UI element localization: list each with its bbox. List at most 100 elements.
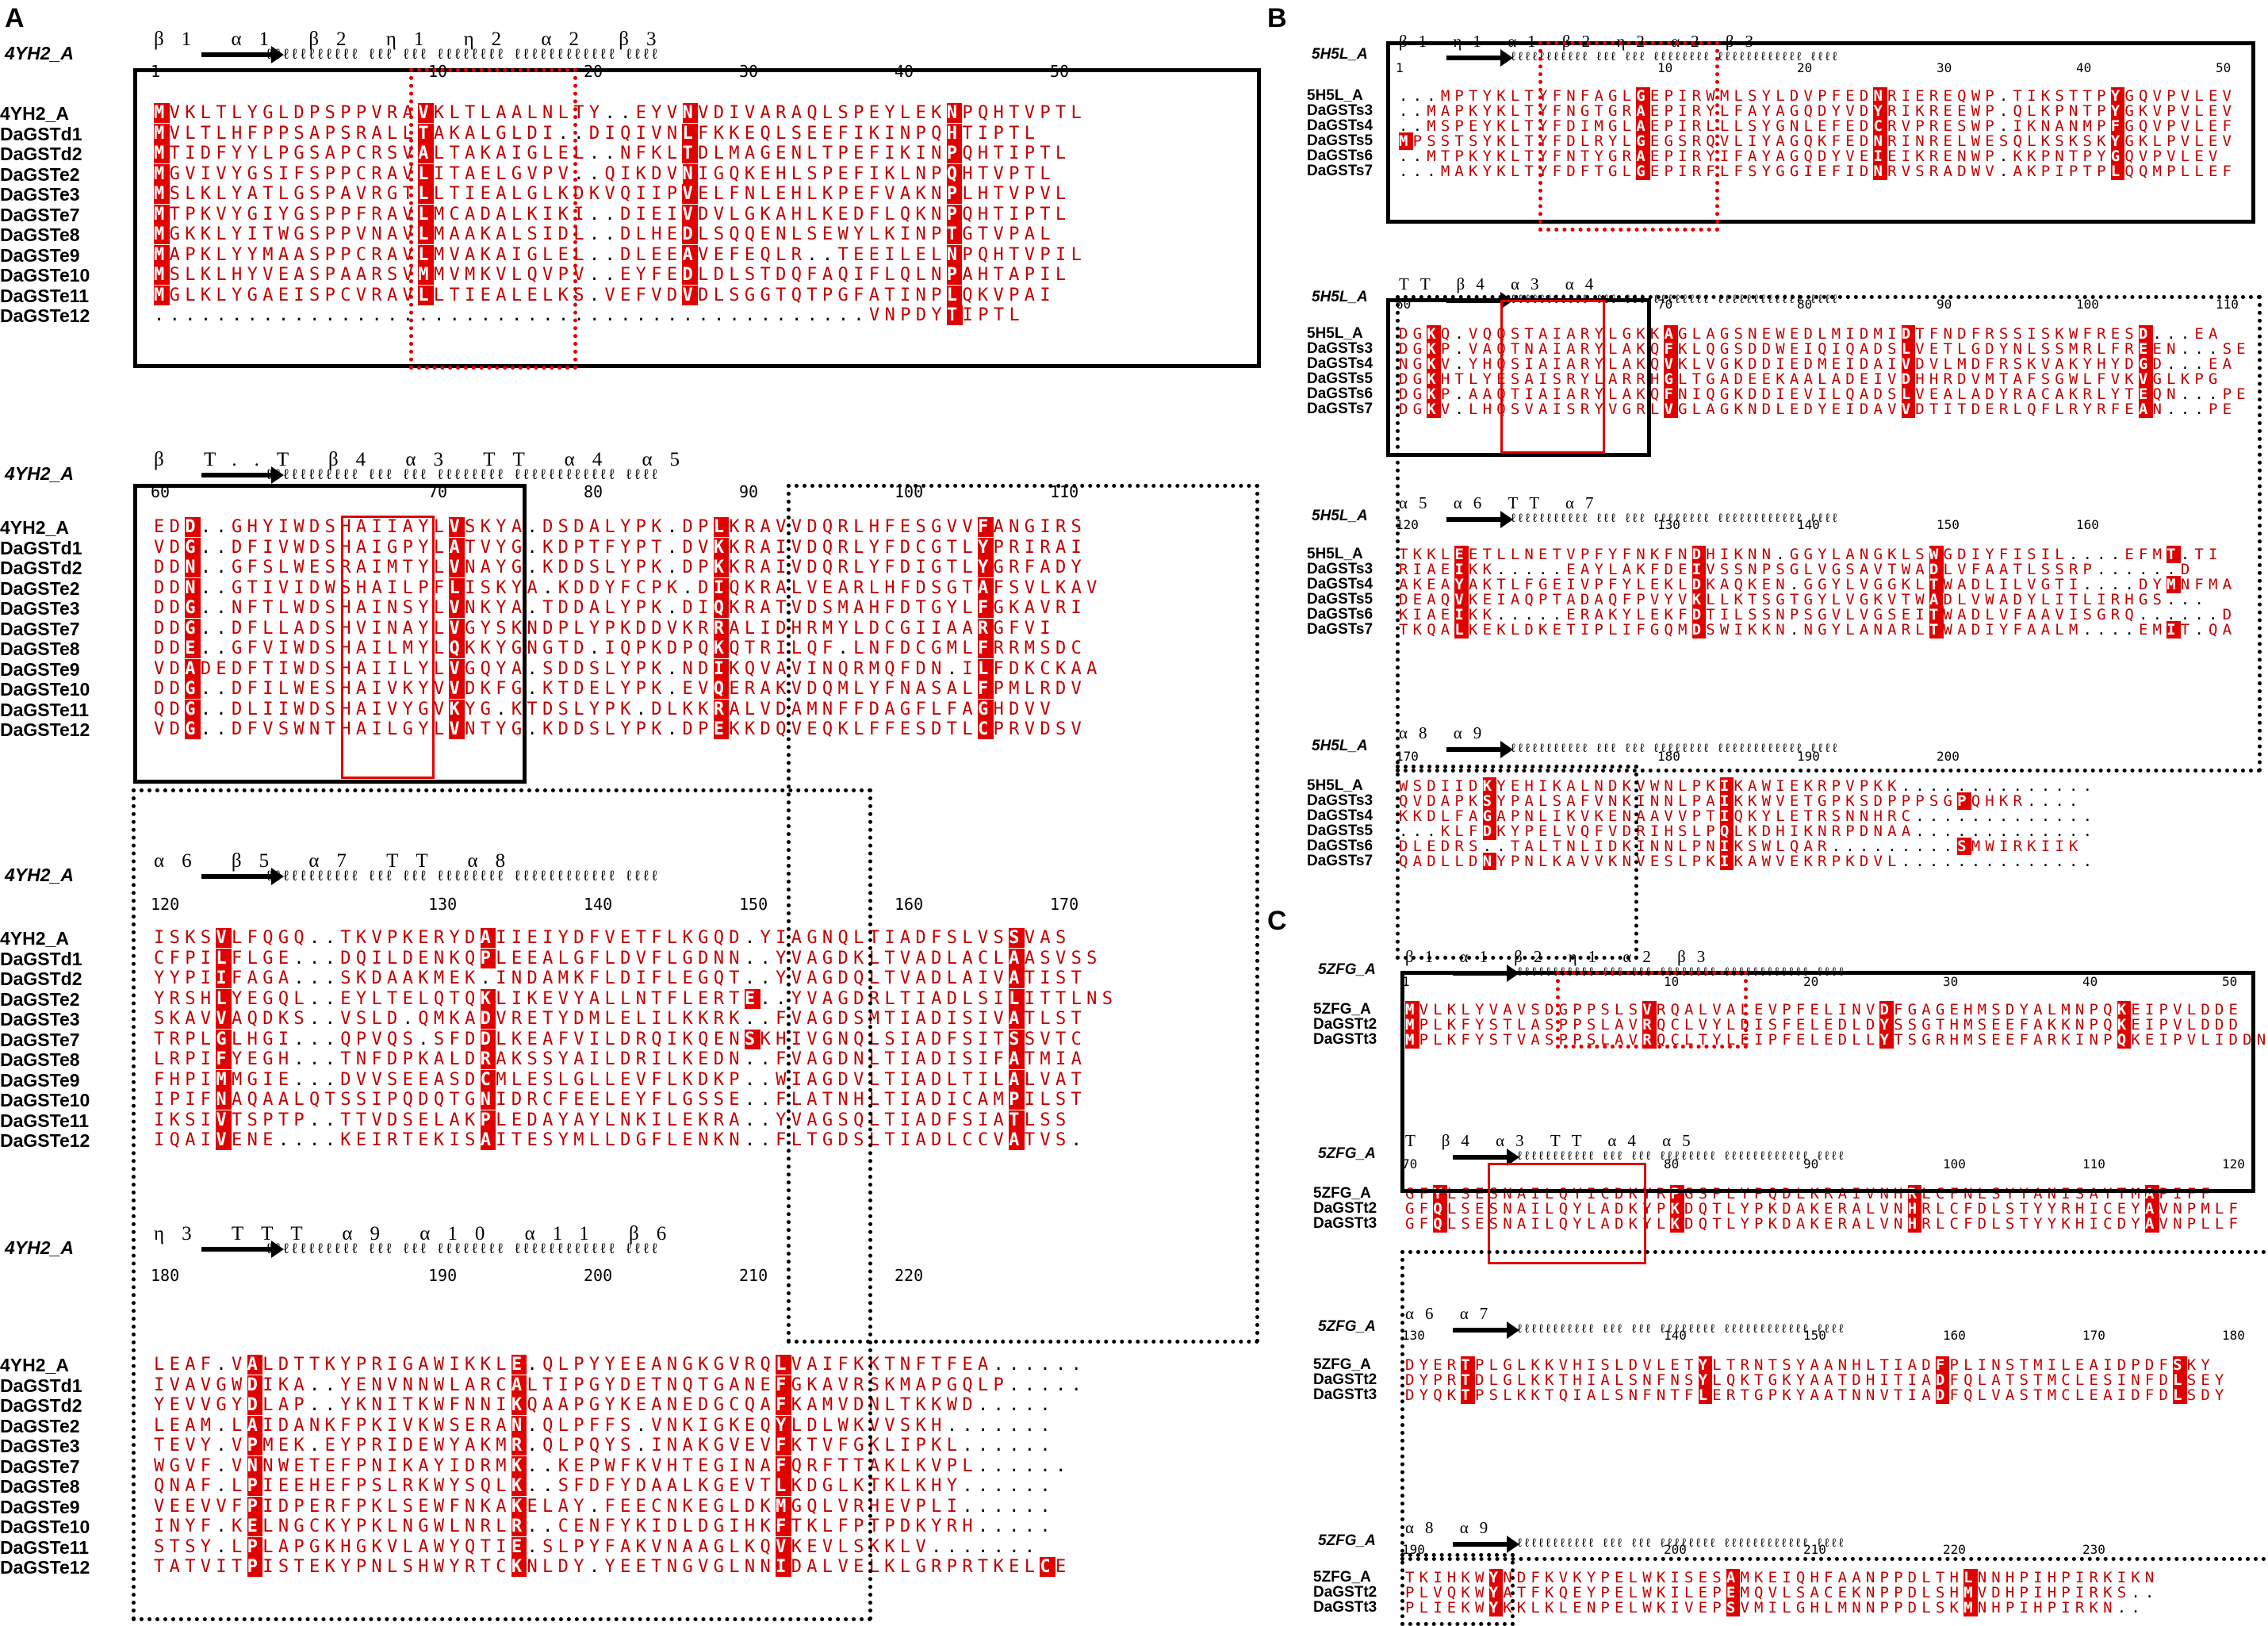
secondary-structure-labels: α6 β5 α7 TT α8 [154,850,523,872]
aligned-sequence: MPLKFYSTVASPPSLAVRQCLTYLEIPFELEDLLYTSGRH… [1405,1031,2268,1049]
alpha1-highlight-box [1556,971,1748,1049]
position-number: 200 [1937,749,1960,764]
sequence-name: DaGSTs6 [1307,838,1373,854]
sequence-name: 5H5L_A [1307,87,1363,104]
aligned-sequence: MVLKLYVAVSDGPPSLSVRQALVALEVPFELINVDFGAGE… [1405,1001,2243,1018]
aligned-sequence: LEAF.VALDTTKYPRIGAWIKKLE.QLPYYEEANGKGVRQ… [154,1355,1087,1375]
aligned-sequence: YRSHLYEGQL..EYLTELQTQKLIKEVYALLNTFLERTE.… [154,988,1118,1009]
position-number: 170 [1396,749,1419,764]
aligned-sequence: TRPLGLHGI...QPVQS.SFDDLKEAFVILDRQIKQENSK… [154,1029,1087,1049]
beta-strand-arrow [1453,1149,1519,1166]
sequence-name: DaGSTt2 [1313,1371,1377,1388]
position-number: 110 [2216,297,2239,312]
aligned-sequence: GFQLSESNAILQYLADKYLKDQTLYPKDAKERALVNHRLC… [1405,1215,2243,1233]
aligned-sequence: KKDLFAGAPNLIKVKENAAVVPTIQKYLETRSNNHRC...… [1399,807,2098,825]
position-number: 170 [2082,1328,2105,1343]
sequence-name: DaGSTe2 [0,577,80,599]
position-number: 90 [1937,297,1952,312]
position-number: 120 [1396,517,1419,532]
conserved-region-outline [133,68,1261,368]
position-number: 110 [2082,1156,2105,1172]
aligned-sequence: DGKV.LHQSVAISRYVGRLVGLAGKNDLEDYEIDAVVDTI… [1399,401,2237,418]
aligned-sequence: DEAQVKEIAQPTADAQFPVYVKLLKTSGTGYLVGKVTWAD… [1399,591,2209,608]
domain-outline [787,484,1259,1344]
aligned-sequence: MVLTLHFPPSAPSRALLTAKALGLDI..DIQIVNLFKKEQ… [154,123,1040,144]
position-number: 220 [895,1266,924,1285]
reference-structure-label: 5H5L_A [1312,508,1368,524]
sequence-name: DaGSTt2 [1313,1016,1377,1033]
sequence-name: DaGSTe9 [0,658,80,680]
helix-coil-glyphs: ℓℓℓℓℓℓℓℓℓℓℓ ℓℓℓ ℓℓℓ ℓℓℓℓℓℓℓℓ ℓℓℓℓℓℓℓℓℓℓℓ… [265,868,660,884]
beta-strand-arrow [1446,49,1513,67]
aligned-sequence: MGLKLYGAEISPCVRAVLLTIEALELKS.VEFVDVDLSGG… [154,285,1055,305]
position-number: 170 [1050,895,1079,914]
beta-strand-arrow [201,1241,284,1258]
aligned-sequence: DDN..GFSLWESRAIMTYLVNAYG.KDDSLYPK.DPKKRA… [154,558,1087,577]
position-number: 30 [1937,60,1952,75]
position-number: 10 [1664,974,1680,989]
helix-coil-glyphs: ℓℓℓℓℓℓℓℓℓℓℓ ℓℓℓ ℓℓℓ ℓℓℓℓℓℓℓℓ ℓℓℓℓℓℓℓℓℓℓℓ… [265,46,660,63]
beta-strand-arrow [201,466,284,484]
aligned-sequence: STSY.LPLAPGKHGKVLAWYQTIE.SLPYFAKVNAAGLKQ… [154,1536,1040,1557]
aligned-sequence: MPSSTSYKLTYFDLRYLGEGSRQVLIYAGQKFEDNRINRE… [1399,132,2237,150]
aligned-sequence: ..MTPKYKLTYFNTYGRAEPIRYIFAYAGQDYVEIEIKRE… [1399,148,2223,165]
sequence-name: DaGSTs4 [1307,355,1373,372]
sequence-name: DaGSTt3 [1313,1031,1377,1048]
sequence-name: DaGSTe3 [0,184,80,205]
sequence-name: DaGSTe8 [0,639,80,659]
secondary-structure-labels: β1 α1 β2 η1 η2 α2 β3 [154,29,674,50]
sequence-name: DaGSTs5 [1307,132,1373,149]
aligned-sequence: ...MAKYKLTYFDFTGLGEPIRFLFSYGGIEFIDNRVSRA… [1399,163,2237,180]
position-number: 20 [1803,974,1819,989]
sequence-name: DaGSTe12 [0,719,90,740]
sequence-name: DaGSTs3 [1307,102,1373,119]
sequence-name: DaGSTs3 [1307,340,1373,357]
aligned-sequence: MTPKVYGIYGSPPFRAVLMCADALKIKI..DIEIVDVLGK… [154,204,1071,224]
sequence-name: 4YH2_A [0,103,69,124]
sequence-name: DaGSTs7 [1307,853,1373,869]
aligned-sequence: ISKSVLFQGQ..TKVPKERYDAIIEIYDFVETFLKGQD.Y… [154,928,1071,948]
sequence-name: DaGSTe8 [0,1049,80,1070]
position-number: 120 [2222,1156,2245,1172]
alpha1-highlight-box [409,68,577,370]
sequence-name: DaGSTd1 [0,948,82,969]
sequence-name: DaGSTs4 [1307,807,1373,824]
aligned-sequence: DYQKTPSLKKTQIALSNFNTFLERTGPKYAATNNVTIADF… [1405,1386,2229,1404]
sequence-name: 5H5L_A [1307,777,1363,794]
secondary-structure-labels: α8 α9 [1405,1518,1500,1537]
aligned-sequence: ..MAPKYKLTYFNGTGRAEPIRYLFAYAGQDYVDYRIKRE… [1399,102,2237,120]
aligned-sequence: MAPKLYYMAASPPCRAVLMVAKAIGLEL..DLEEAVEFEQ… [154,244,1087,265]
sequence-name: DaGSTe2 [0,1415,80,1436]
position-number: 70 [1402,1156,1418,1172]
aligned-sequence: DLEDRS..TALTNLIDKINNLPNIKSWLQAR.........… [1399,838,2083,855]
domain-outline [1400,1553,1515,1626]
reference-structure-label: 4YH2_A [5,1237,74,1258]
alpha1-highlight-box [1538,41,1719,232]
sequence-name: DaGSTs5 [1307,591,1373,608]
sequence-name: DaGSTe7 [0,1029,80,1050]
domain-outline [1396,765,1638,960]
sequence-name: DaGSTd1 [0,537,82,558]
reference-structure-label: 4YH2_A [5,865,74,885]
aligned-sequence: ...MPTYKLTYFNFAGLGEPIRWMLSYLDVPFEDNRIERE… [1399,87,2237,105]
aligned-sequence: AKEAYAKTLFGEIVPFYLEKLDKAQKEN.GGYLVGGKLTW… [1399,576,2237,593]
aligned-sequence: QDG..DLIIWDSHAIVYGVKYG.KTDSLYPK.DLKKRALV… [154,699,1055,719]
position-number: 50 [2222,974,2238,989]
position-number: 200 [1664,1542,1687,1557]
aligned-sequence: NGKV.YHQSIAIARYLAKQVKLVGKDDIEDMEIDAIVDVL… [1399,355,2237,373]
beta-strand-arrow [1446,511,1513,528]
sequence-name: 5ZFG_A [1313,1569,1371,1586]
aligned-sequence: DDE..GFVIWDSHAILMYLQKKYGNGTD.IQPKDPQKQTR… [154,639,1087,658]
aligned-sequence: TKIHKWYNDFKVKYPELWKISESAMKEIQHFAANPPDLTH… [1405,1569,2159,1586]
position-number: 190 [428,1266,458,1285]
sequence-name: DaGSTt2 [1313,1200,1377,1217]
beta-strand-arrow [1453,1536,1519,1553]
aligned-sequence: VEEVVFPIDPERFPKLSEWFNKAKELAY.FEECNKEGLDK… [154,1496,1055,1517]
aligned-sequence: WGVF.VNNWETEFPNIKAYIDRMK..KEPWFKVHTEGINA… [154,1455,1071,1476]
sequence-name: DaGSTe10 [0,1517,90,1537]
sequence-name: DaGSTe10 [0,265,90,286]
sequence-name: DaGSTe3 [0,1009,80,1030]
aligned-sequence: TATVITPISTEKYPNLSHWYRTCKNLDY.YEETNGVGLNN… [154,1557,1071,1577]
position-number: 130 [428,895,458,914]
reference-structure-label: 5H5L_A [1312,289,1368,305]
